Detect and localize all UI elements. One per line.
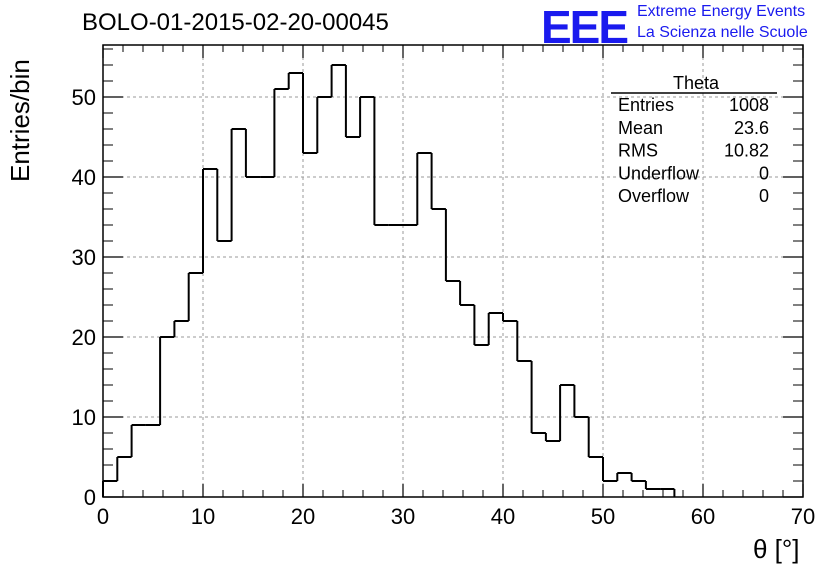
histogram-bin [530,361,546,434]
stats-row-value: 1008 [729,95,769,115]
histogram-bin [459,281,475,306]
y-tick-label: 10 [72,405,96,430]
x-axis-label: θ [°] [753,534,800,564]
stats-row-label: Entries [618,95,674,115]
y-tick-label: 30 [72,245,96,270]
x-tick-label: 0 [97,504,109,529]
chart-title: BOLO-01-2015-02-20-00045 [82,9,389,36]
y-tick-label: 0 [84,485,96,510]
histogram-bin [202,168,218,273]
stats-row-value: 23.6 [734,118,769,138]
histogram-series [102,64,676,497]
stats-row-label: Mean [618,118,663,138]
axes: 0 10 20 30 40 50 60 70 0 10 20 30 40 50 [72,44,815,529]
histogram-bin [273,88,289,177]
histogram-bin [316,96,332,153]
histogram-bin [416,152,432,225]
histogram-bin [616,472,632,481]
y-tick-label: 50 [72,85,96,110]
histogram-bin [244,129,261,178]
stats-row-value: 0 [759,186,769,206]
histogram-bin [173,320,189,337]
stats-row-label: Overflow [618,186,690,206]
histogram-bin [502,313,518,322]
histogram-bin [287,72,303,89]
histogram-bin [430,153,446,210]
histogram-bin [216,169,232,242]
histogram-bin [602,457,618,482]
histogram-bin [559,384,575,441]
histogram-bin [330,64,346,97]
plot-frame [102,44,804,498]
histogram-bin [116,456,132,481]
histogram-bin [473,305,489,346]
histogram-bin [573,385,589,418]
histogram-bin [587,417,603,458]
histogram-bin [487,312,503,345]
histogram-bin [544,433,561,442]
logo-caption-line1: Extreme Energy Events [637,3,806,20]
grid-lines [103,45,803,497]
y-axis-label: Entries/bin [5,59,35,182]
histogram-bin [516,321,532,362]
logo-caption-line2: La Scienza nelle Scuole [637,24,808,41]
x-tick-label: 60 [691,504,715,529]
histogram-bin [444,209,461,282]
histogram-bin [644,481,661,490]
histogram-bin [630,473,646,482]
x-tick-label: 10 [191,504,215,529]
histogram-bin [230,128,246,241]
stats-row-value: 0 [759,163,769,183]
histogram-bin [359,96,375,137]
x-tick-label: 50 [591,504,615,529]
x-tick-label: 20 [291,504,315,529]
y-tick-label: 20 [72,325,96,350]
histogram-bin [130,424,146,457]
histogram-bin [344,65,361,138]
stats-box: Theta Entries 1008 Mean 23.6 RMS 10.82 Underfl… [611,73,777,206]
histogram-bin [102,480,118,497]
stats-row-label: RMS [618,141,658,161]
stats-title: Theta [673,73,720,93]
x-tick-label: 70 [791,504,815,529]
x-tick-label: 30 [391,504,415,529]
histogram-bin [159,336,175,425]
y-tick-label: 40 [72,165,96,190]
x-tick-label: 40 [491,504,515,529]
histogram-bin [302,73,318,154]
stats-row-label: Underflow [618,163,700,183]
histogram-bin [187,272,203,321]
stats-row-value: 10.82 [724,141,769,161]
histogram-bin [373,97,389,226]
